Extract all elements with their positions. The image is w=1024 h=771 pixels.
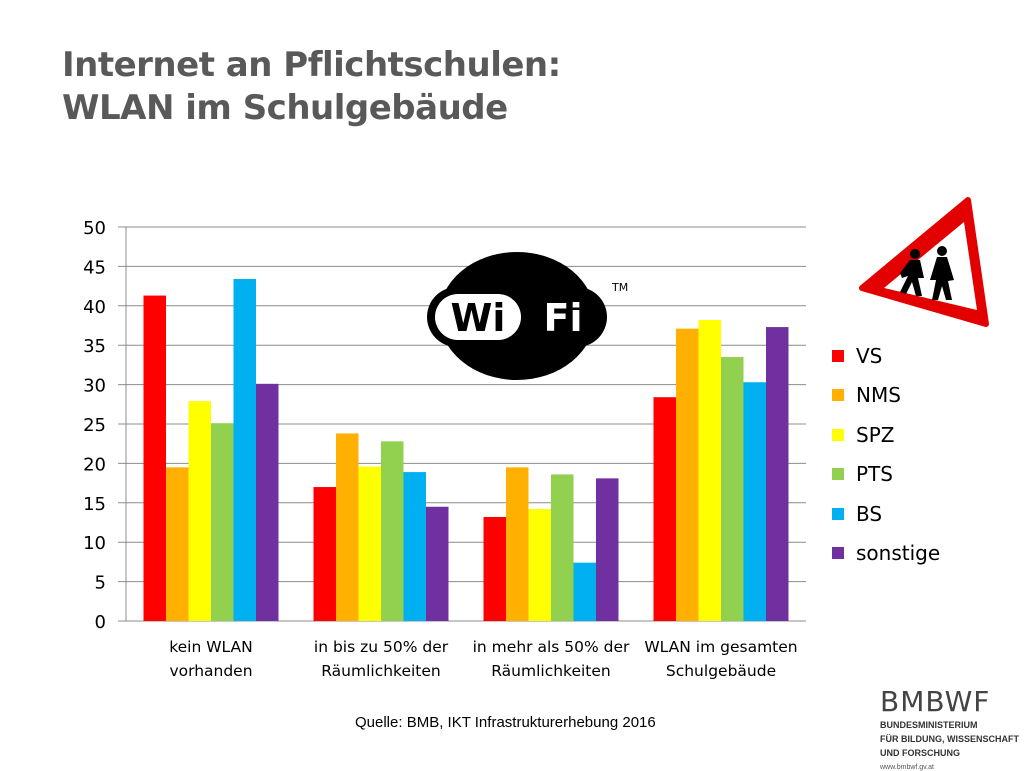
logo-sub-2: FÜR BILDUNG, WISSENSCHAFT	[880, 734, 1019, 744]
legend-swatch	[832, 389, 844, 402]
bar-vs-3	[653, 397, 676, 621]
x-category-label: kein WLAN vorhanden	[126, 635, 296, 683]
source-note: Quelle: BMB, IKT Infrastrukturerhebung 2…	[355, 714, 656, 731]
x-category-label: in mehr als 50% der Räumlichkeiten	[466, 635, 636, 683]
x-category-label-line: Räumlichkeiten	[491, 662, 611, 680]
bar-sonstige-1	[426, 506, 449, 621]
children-crossing-sign-icon	[852, 196, 992, 336]
y-tick-label: 15	[83, 494, 106, 515]
bar-nms-2	[506, 467, 529, 621]
x-category-label-line: kein WLAN	[169, 638, 253, 656]
x-category-label-line: in bis zu 50% der	[313, 638, 449, 656]
y-tick-label: 10	[83, 533, 106, 554]
bar-bs-3	[743, 382, 766, 621]
y-tick-label: 50	[83, 218, 106, 239]
legend-item-bs: BS	[832, 494, 940, 534]
legend-label: SPZ	[856, 422, 895, 447]
wifi-trademark: TM	[611, 281, 628, 294]
bar-nms-3	[676, 328, 699, 621]
bar-vs-2	[483, 516, 506, 621]
bar-spz-1	[358, 466, 381, 621]
legend-swatch	[832, 349, 844, 362]
chart-legend: VS NMS SPZ PTS BS sonstige	[832, 336, 940, 573]
bar-pts-1	[381, 441, 404, 621]
y-tick-label: 20	[83, 454, 106, 475]
legend-swatch	[832, 507, 844, 520]
legend-label: PTS	[856, 462, 893, 487]
logo-sub-3: UND FORSCHUNG	[880, 748, 960, 758]
wifi-text-right: Fi	[544, 296, 583, 340]
x-category-label: WLAN im gesamten Schulgebäude	[636, 635, 806, 683]
wifi-logo-icon: Wi Fi TM	[425, 247, 635, 390]
y-tick-label: 0	[95, 612, 106, 633]
logo-sub-1: BUNDESMINISTERIUM	[880, 720, 978, 730]
legend-label: sonstige	[856, 541, 941, 566]
x-category-label-line: Schulgebäude	[665, 662, 777, 680]
title-line-2: WLAN im Schulgebäude	[62, 88, 508, 128]
bar-sonstige-2	[596, 478, 619, 621]
y-tick-label: 30	[83, 376, 106, 397]
y-tick-label: 40	[83, 297, 106, 318]
legend-item-sonstige: sonstige	[832, 534, 940, 574]
bar-nms-0	[166, 467, 189, 621]
bar-spz-0	[188, 401, 211, 621]
legend-item-spz: SPZ	[832, 415, 940, 455]
bar-nms-1	[336, 433, 359, 621]
x-category-label-line: Räumlichkeiten	[321, 662, 441, 680]
y-tick-label: 5	[95, 573, 106, 594]
legend-item-pts: PTS	[832, 455, 940, 495]
legend-swatch	[832, 428, 844, 441]
x-category-label-line: in mehr als 50% der	[472, 638, 630, 656]
bar-pts-2	[551, 474, 574, 621]
legend-swatch	[832, 468, 844, 481]
x-category-label-line: vorhanden	[169, 662, 253, 680]
y-tick-label: 45	[83, 257, 106, 278]
legend-item-nms: NMS	[832, 376, 940, 416]
legend-swatch	[832, 547, 844, 560]
legend-label: VS	[856, 343, 883, 368]
bar-sonstige-0	[256, 383, 279, 621]
y-tick-label: 25	[83, 415, 106, 436]
ministry-logo: BMBWF BUNDESMINISTERIUM FÜR BILDUNG, WIS…	[880, 688, 1019, 771]
bar-sonstige-3	[766, 327, 789, 621]
bar-pts-3	[721, 357, 744, 621]
bar-bs-0	[233, 279, 256, 621]
bar-spz-2	[528, 509, 551, 621]
bar-bs-2	[573, 562, 596, 621]
title-line-1: Internet an Pflichtschulen:	[62, 45, 561, 85]
bar-bs-1	[403, 472, 426, 621]
legend-item-vs: VS	[832, 336, 940, 376]
y-tick-label: 35	[83, 336, 106, 357]
slide-title: Internet an Pflichtschulen: WLAN im Schu…	[62, 44, 561, 130]
bar-vs-0	[143, 295, 166, 621]
legend-label: BS	[856, 501, 883, 526]
x-category-label: in bis zu 50% der Räumlichkeiten	[296, 635, 466, 683]
bar-vs-1	[313, 487, 336, 621]
logo-name: BMBWF	[880, 685, 991, 718]
bar-spz-3	[698, 319, 721, 621]
bar-pts-0	[211, 423, 234, 621]
x-category-label-line: WLAN im gesamten	[644, 638, 798, 656]
wifi-text-left: Wi	[451, 296, 506, 340]
legend-label: NMS	[856, 383, 901, 408]
